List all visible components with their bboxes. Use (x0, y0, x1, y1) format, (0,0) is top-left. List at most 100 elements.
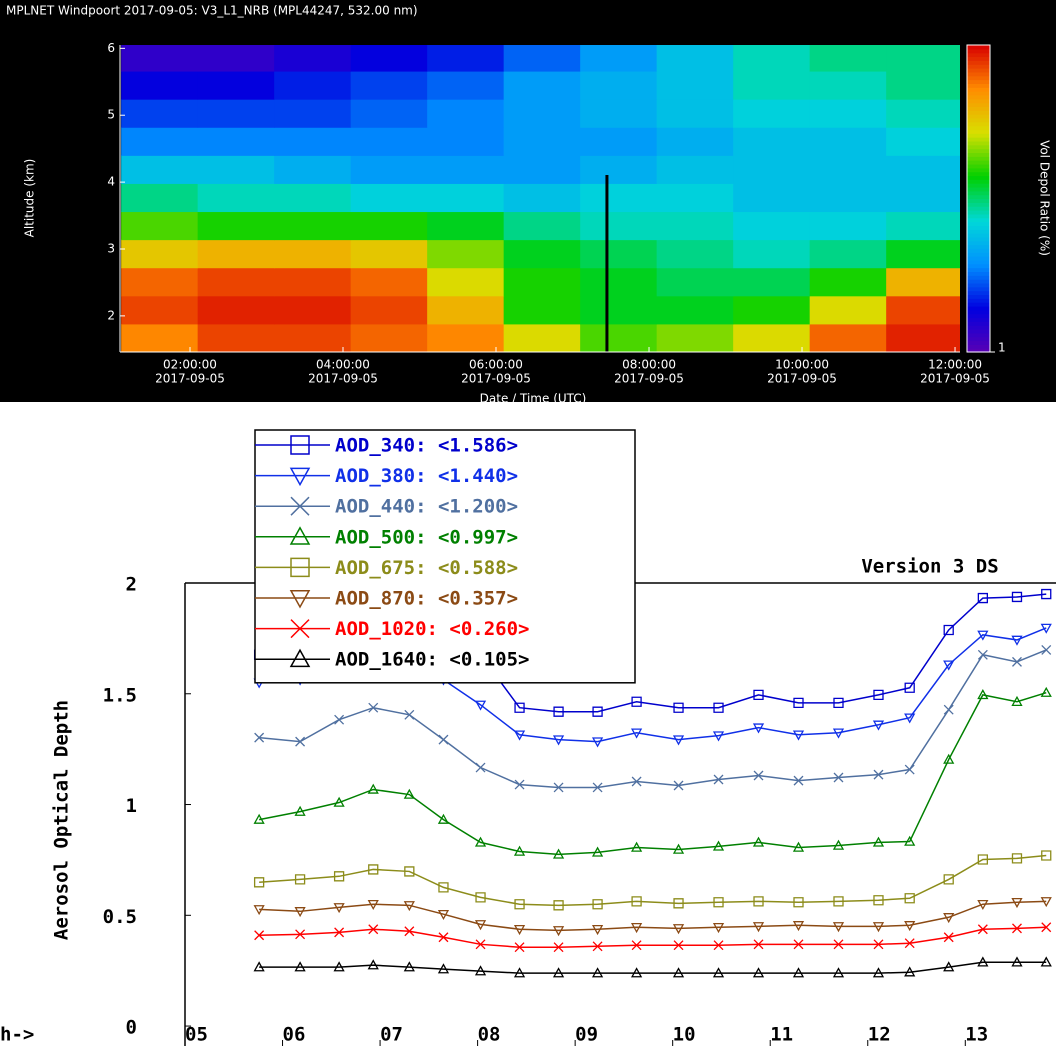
series-line (259, 649, 1047, 789)
data-point (475, 939, 486, 950)
heatmap-cell (350, 211, 428, 241)
heatmap-cell (274, 239, 352, 269)
heatmap-cell (580, 183, 658, 213)
data-point (553, 706, 564, 717)
data-point (367, 783, 379, 794)
y-tick-label: 4 (107, 175, 115, 189)
heatmap-cell (427, 99, 505, 128)
heatmap-cell (427, 267, 505, 297)
data-point (1040, 686, 1052, 697)
data-point (977, 899, 989, 911)
data-point (872, 922, 885, 933)
heatmap-cell (121, 211, 199, 241)
colorbar-tick-label: 1 (998, 341, 1006, 355)
data-point (977, 689, 989, 700)
colorbar-segment (967, 233, 990, 238)
data-point (513, 845, 526, 856)
data-point (872, 836, 885, 847)
data-point (592, 899, 603, 910)
x-tick-label: 13 (965, 1024, 988, 1046)
x-tick-label: 07 (380, 1024, 403, 1046)
colorbar-segment (967, 48, 990, 54)
colorbar-segment (967, 240, 990, 246)
heatmap-cell (886, 155, 960, 184)
data-point (1011, 853, 1023, 864)
data-point (832, 967, 845, 978)
heatmap-cell (809, 127, 887, 156)
data-point (254, 732, 265, 743)
heatmap-cell (121, 323, 199, 352)
data-point (712, 923, 725, 934)
data-point (552, 735, 565, 746)
legend-marker (290, 619, 310, 639)
heatmap-cell (274, 211, 352, 241)
series-line (259, 961, 1047, 974)
data-point (792, 967, 805, 978)
heatmap-cell (503, 71, 581, 100)
colorbar-segment (967, 179, 990, 184)
data-point (1011, 897, 1023, 909)
data-point (904, 893, 915, 904)
heatmap-cell (503, 99, 581, 128)
heatmap-cell (733, 267, 811, 297)
legend-label: AOD_440: <1.200> (335, 496, 518, 518)
colorbar-segment (967, 87, 990, 92)
data-point (591, 925, 604, 936)
colorbar-segment (967, 282, 990, 288)
heatmap-cell (274, 183, 352, 213)
colorbar-segment (967, 290, 990, 296)
legend-label: AOD_1640: <0.105> (335, 649, 529, 671)
colorbar-segment (967, 167, 990, 173)
heatmap-cell (809, 267, 887, 297)
data-point (792, 921, 805, 932)
colorbar-segment (967, 79, 990, 84)
data-point (977, 630, 989, 641)
heatmap-cell (733, 323, 811, 352)
data-point (513, 730, 526, 741)
data-point (367, 959, 379, 970)
data-point (295, 736, 306, 747)
heatmap-cell (809, 239, 887, 269)
heatmap-cell (121, 155, 199, 184)
data-point (514, 702, 525, 713)
x-tick-label: 08 (478, 1024, 501, 1046)
legend: AOD_340: <1.586> AOD_380: <1.440> AOD_440:… (254, 429, 636, 684)
data-point (630, 728, 643, 739)
data-point (334, 714, 345, 725)
data-point (630, 967, 643, 978)
heatmap-cell (733, 127, 811, 156)
colorbar-segment (967, 210, 990, 215)
colorbar-segment (967, 202, 990, 207)
data-point (672, 967, 685, 978)
heatmap-cell (809, 211, 887, 241)
data-point (1041, 850, 1052, 861)
data-point (294, 805, 306, 816)
heatmap-cell (503, 211, 581, 241)
y-tick-label: 1.5 (103, 684, 137, 706)
heatmap-cell (656, 71, 734, 100)
data-point (403, 961, 415, 972)
heatmap-cell (886, 295, 960, 325)
heatmap-cell (656, 127, 734, 156)
heatmap-cell (580, 155, 658, 184)
data-point (438, 882, 449, 893)
heatmap-cell (427, 211, 505, 241)
heatmap-cell (197, 45, 275, 72)
data-point (1012, 923, 1022, 934)
data-point (713, 774, 724, 785)
heatmap-cell (809, 323, 887, 352)
heatmap-cell (733, 155, 811, 184)
heatmap-cell (350, 127, 428, 156)
heatmap-cell (656, 155, 734, 184)
data-point (631, 776, 642, 787)
legend-marker (290, 557, 310, 578)
colorbar-segment (967, 140, 990, 146)
colorbar-segment (967, 248, 990, 253)
data-point (592, 706, 603, 717)
colorbar-segment (967, 198, 990, 203)
colorbar-frame (966, 44, 991, 353)
x-tick-date: 2017-09-05 (767, 372, 837, 386)
data-point (833, 772, 844, 783)
colorbar-segment (967, 298, 990, 303)
colorbar-segment (967, 71, 990, 77)
